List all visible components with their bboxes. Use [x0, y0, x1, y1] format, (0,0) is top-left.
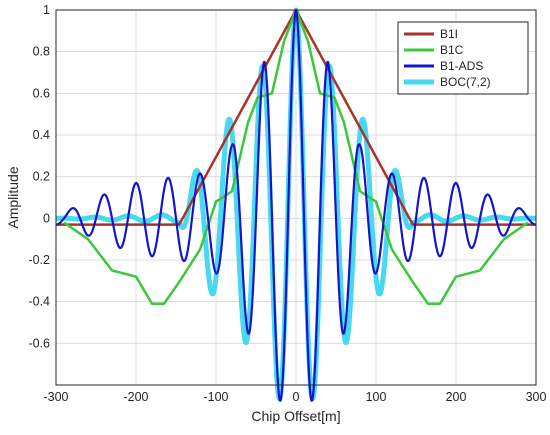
y-axis-label: Amplitude: [5, 166, 21, 228]
y-tick-label: -0.4: [28, 295, 50, 309]
x-tick-label: 200: [446, 390, 467, 404]
legend-label: B1I: [440, 27, 458, 41]
y-tick-label: 0.8: [33, 45, 50, 59]
y-tick-label: -0.2: [28, 253, 50, 267]
y-tick-label: -0.6: [28, 336, 50, 350]
y-tick-label: 1: [43, 3, 50, 17]
x-tick-label: -100: [203, 390, 228, 404]
legend-label: B1C: [440, 43, 464, 57]
x-tick-label: 100: [366, 390, 387, 404]
y-tick-label: 0.4: [33, 128, 50, 142]
x-tick-label: -200: [123, 390, 148, 404]
x-tick-label: -300: [43, 390, 68, 404]
plot-frame: [55, 9, 537, 386]
x-tick-label: 300: [526, 390, 547, 404]
y-tick-label: 0: [43, 211, 50, 225]
x-tick-label: 0: [293, 390, 300, 404]
legend: B1I B1C B1-ADS BOC(7,2): [397, 21, 529, 95]
legend-label: BOC(7,2): [440, 75, 491, 89]
tick-labels: -300 -200 -100 0 100 200 300 -0.6 -0.4 -0.2 0 0.2 0.…: [28, 3, 546, 404]
legend-label: B1-ADS: [440, 59, 483, 73]
y-tick-label: 0.2: [33, 170, 50, 184]
y-tick-label: 0.6: [33, 86, 50, 100]
x-axis-label: Chip Offset[m]: [251, 408, 340, 424]
